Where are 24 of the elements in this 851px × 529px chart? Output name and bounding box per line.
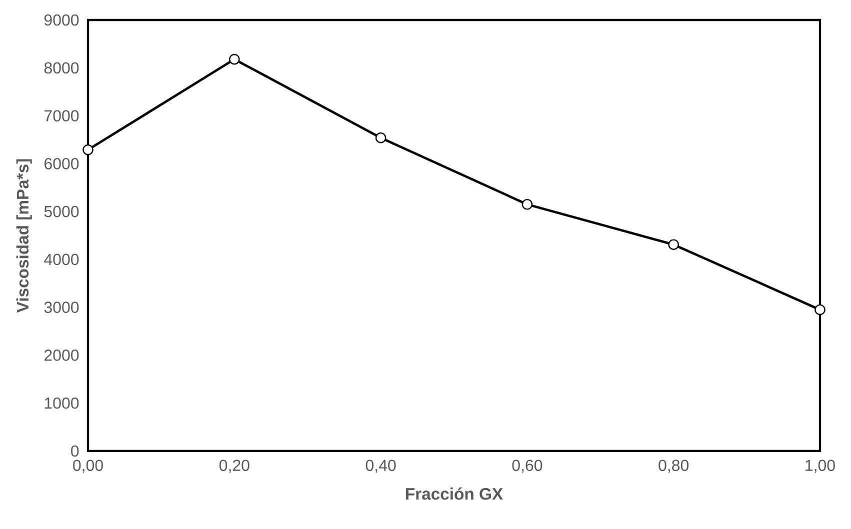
y-tick-label: 0 — [71, 445, 79, 457]
y-tick-label: 5000 — [44, 206, 79, 218]
point — [375, 132, 386, 144]
point — [229, 54, 240, 65]
y-axis-title: Viscosidad [mPa*s] — [16, 159, 32, 313]
y-tick-label: 4000 — [44, 254, 79, 266]
x-axis-title: Fracción GX — [406, 487, 503, 500]
x-tick-label: 0,80 — [658, 460, 689, 473]
y-tick-label: 6000 — [44, 158, 79, 170]
x-tick-label: 1,00 — [806, 460, 835, 473]
y-tick-label: 7000 — [44, 110, 79, 122]
y-tick-label: 9000 — [44, 14, 79, 26]
x-tick-label: 0,60 — [512, 460, 542, 473]
x-tick-label: 0,40 — [366, 460, 396, 473]
y-tick-label: 3000 — [44, 302, 79, 313]
point — [668, 239, 679, 250]
point — [82, 144, 94, 156]
y-tick-label: 2000 — [44, 350, 79, 361]
point — [522, 198, 533, 210]
y-tick-label: 1000 — [44, 397, 79, 409]
y-tick-label: 8000 — [44, 62, 79, 74]
point — [814, 304, 826, 316]
x-tick-label: 0,20 — [219, 460, 250, 473]
x-tick-label: 0,00 — [73, 460, 103, 473]
